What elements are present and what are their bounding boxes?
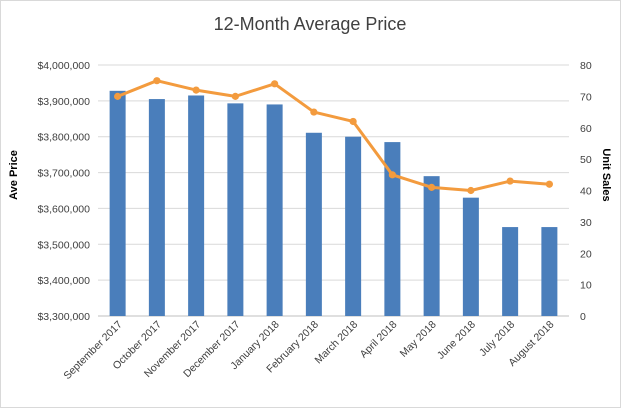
line-point [153, 77, 161, 85]
bar [345, 136, 362, 316]
series-line [117, 79, 550, 192]
line-series [114, 77, 553, 195]
line-point [388, 171, 396, 179]
y2-tick-label: 50 [580, 154, 592, 166]
y2-tick-label: 20 [580, 248, 592, 260]
line-point [271, 80, 279, 88]
y-tick-label: $3,500,000 [37, 239, 90, 251]
y2-tick-label: 10 [580, 280, 592, 292]
bar [384, 142, 401, 316]
line-point [506, 177, 514, 185]
y-axis-left: $3,300,000 $3,400,000 $3,500,000 $3,600,000… [37, 60, 90, 323]
bar [227, 103, 244, 316]
x-tick-label: March 2018 [313, 319, 361, 367]
line-point [192, 86, 200, 94]
bar [266, 104, 283, 316]
y-axis-right: 0 10 20 30 40 50 60 70 80 [580, 60, 592, 323]
bar [541, 227, 558, 316]
y2-tick-label: 80 [580, 60, 592, 72]
y-tick-label: $4,000,000 [37, 60, 90, 72]
line-point [349, 117, 357, 126]
line-point [231, 92, 239, 100]
bar [109, 90, 126, 317]
bar-series [109, 90, 558, 317]
line-point [428, 183, 436, 191]
bar [462, 197, 479, 316]
y2-tick-label: 30 [580, 217, 592, 229]
bar [148, 99, 165, 316]
y-tick-label: $3,400,000 [37, 275, 90, 287]
y-tick-label: $3,300,000 [37, 311, 90, 323]
y-tick-label: $3,800,000 [37, 132, 90, 144]
x-tick-label: June 2018 [435, 319, 478, 362]
y2-axis-title: Unit Sales [600, 148, 612, 201]
bar [502, 227, 519, 316]
x-tick-label: May 2018 [398, 319, 439, 360]
line-point [310, 108, 318, 116]
y-tick-label: $3,900,000 [37, 96, 90, 108]
x-tick-label: April 2018 [358, 319, 400, 361]
y2-tick-label: 0 [580, 311, 586, 323]
line-point [467, 186, 475, 195]
x-tick-label: July 2018 [477, 319, 517, 359]
bar [305, 132, 322, 316]
y2-tick-label: 40 [580, 186, 592, 198]
line-point [545, 180, 553, 188]
y2-tick-label: 70 [580, 91, 592, 103]
y-axis-title: Ave Price [8, 150, 20, 200]
y2-tick-label: 60 [580, 123, 592, 135]
bar [423, 176, 440, 316]
y-tick-label: $3,700,000 [37, 168, 90, 180]
x-tick-label: September 2017 [61, 319, 124, 382]
chart-title: 12-Month Average Price [214, 14, 407, 34]
y-tick-label: $3,600,000 [37, 203, 90, 215]
bar [188, 95, 205, 316]
gridlines [98, 64, 569, 317]
line-point [114, 92, 122, 100]
